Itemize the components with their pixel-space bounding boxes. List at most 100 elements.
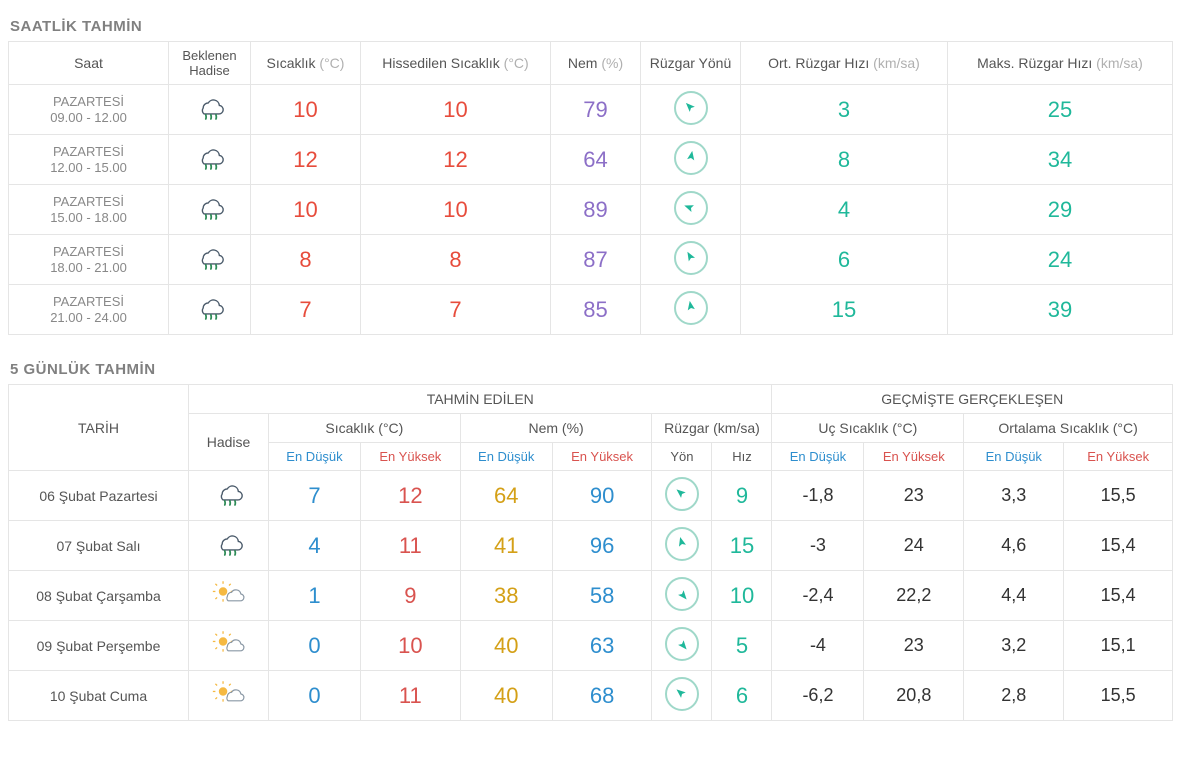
temp-high: 9 bbox=[404, 583, 416, 608]
grp-gecmis: GEÇMİŞTE GERÇEKLEŞEN bbox=[772, 385, 1173, 414]
col-tlow: En Düşük bbox=[269, 443, 361, 471]
col-avlow: En Düşük bbox=[964, 443, 1064, 471]
sun-cloud-icon bbox=[212, 581, 246, 607]
col-hiz: Hız bbox=[712, 443, 772, 471]
extreme-low: -6,2 bbox=[802, 685, 833, 705]
max-wind-value: 29 bbox=[1048, 197, 1072, 222]
col-ort-ruzgar: Ort. Rüzgar Hızı (km/sa) bbox=[741, 42, 948, 85]
hum-high: 58 bbox=[590, 583, 614, 608]
extreme-low: -4 bbox=[810, 635, 826, 655]
temp-low: 0 bbox=[308, 683, 320, 708]
temp-high: 10 bbox=[398, 633, 422, 658]
temp-low: 0 bbox=[308, 633, 320, 658]
col-hhigh: En Yüksek bbox=[552, 443, 652, 471]
avg-wind-value: 8 bbox=[838, 147, 850, 172]
wind-direction-icon bbox=[665, 677, 699, 711]
avg-wind-value: 4 bbox=[838, 197, 850, 222]
avg-low: 2,8 bbox=[1001, 685, 1026, 705]
feels-value: 7 bbox=[449, 297, 461, 322]
hum-high: 68 bbox=[590, 683, 614, 708]
avg-high: 15,5 bbox=[1101, 485, 1136, 505]
wind-speed: 6 bbox=[736, 683, 748, 708]
wind-direction-icon bbox=[674, 241, 708, 275]
feels-value: 8 bbox=[449, 247, 461, 272]
cloud-rain-icon bbox=[193, 195, 227, 221]
wind-speed: 10 bbox=[730, 583, 754, 608]
wind-direction-icon bbox=[674, 191, 708, 225]
date-label: 10 Şubat Cuma bbox=[50, 688, 147, 704]
col-nem: Nem (%) bbox=[551, 42, 641, 85]
extreme-high: 24 bbox=[904, 535, 924, 555]
grp-ruzgar: Rüzgar (km/sa) bbox=[652, 414, 772, 443]
wind-speed: 15 bbox=[730, 533, 754, 558]
col-hissedilen: Hissedilen Sıcaklık (°C) bbox=[361, 42, 551, 85]
hum-low: 40 bbox=[494, 683, 518, 708]
hourly-row: PAZARTESİ 12.00 - 15.00 12 12 64 8 34 bbox=[9, 135, 1173, 185]
wind-speed: 5 bbox=[736, 633, 748, 658]
temp-low: 1 bbox=[308, 583, 320, 608]
time-label: PAZARTESİ 21.00 - 24.00 bbox=[13, 294, 164, 325]
cloud-rain-icon bbox=[212, 481, 246, 507]
daily-row: 06 Şubat Pazartesi 7 12 64 90 9 -1,8 23 … bbox=[9, 471, 1173, 521]
avg-low: 3,3 bbox=[1001, 485, 1026, 505]
temp-low: 4 bbox=[308, 533, 320, 558]
feels-value: 12 bbox=[443, 147, 467, 172]
extreme-high: 23 bbox=[904, 635, 924, 655]
hum-high: 96 bbox=[590, 533, 614, 558]
hum-low: 40 bbox=[494, 633, 518, 658]
extreme-high: 22,2 bbox=[896, 585, 931, 605]
daily-table: TARİH TAHMİN EDİLEN GEÇMİŞTE GERÇEKLEŞEN… bbox=[8, 384, 1173, 721]
daily-row: 09 Şubat Perşembe 0 10 40 63 5 -4 23 3,2… bbox=[9, 621, 1173, 671]
cloud-rain-icon bbox=[212, 531, 246, 557]
cloud-rain-icon bbox=[193, 145, 227, 171]
hourly-row: PAZARTESİ 09.00 - 12.00 10 10 79 3 25 bbox=[9, 85, 1173, 135]
time-label: PAZARTESİ 18.00 - 21.00 bbox=[13, 244, 164, 275]
date-label: 07 Şubat Salı bbox=[56, 538, 140, 554]
temp-value: 10 bbox=[293, 197, 317, 222]
col-sicaklik: Sıcaklık (°C) bbox=[251, 42, 361, 85]
humidity-value: 79 bbox=[583, 97, 607, 122]
cloud-rain-icon bbox=[193, 295, 227, 321]
daily-row: 08 Şubat Çarşamba 1 9 38 58 10 -2,4 22,2… bbox=[9, 571, 1173, 621]
humidity-value: 89 bbox=[583, 197, 607, 222]
wind-direction-icon bbox=[665, 627, 699, 661]
max-wind-value: 24 bbox=[1048, 247, 1072, 272]
wind-direction-icon bbox=[674, 91, 708, 125]
col-exlow: En Düşük bbox=[772, 443, 864, 471]
avg-low: 4,6 bbox=[1001, 535, 1026, 555]
hum-high: 63 bbox=[590, 633, 614, 658]
col-avhigh: En Yüksek bbox=[1064, 443, 1173, 471]
hum-high: 90 bbox=[590, 483, 614, 508]
daily-title: 5 GÜNLÜK TAHMİN bbox=[10, 361, 1173, 378]
temp-value: 8 bbox=[299, 247, 311, 272]
humidity-value: 87 bbox=[583, 247, 607, 272]
hourly-title: SAATLİK TAHMİN bbox=[10, 18, 1173, 35]
grp-ort-sicaklik: Ortalama Sıcaklık (°C) bbox=[964, 414, 1173, 443]
grp-sicaklik: Sıcaklık (°C) bbox=[269, 414, 461, 443]
max-wind-value: 25 bbox=[1048, 97, 1072, 122]
temp-value: 7 bbox=[299, 297, 311, 322]
col-yon: Yön bbox=[652, 443, 712, 471]
feels-value: 10 bbox=[443, 97, 467, 122]
grp-uc-sicaklik: Uç Sıcaklık (°C) bbox=[772, 414, 964, 443]
extreme-high: 23 bbox=[904, 485, 924, 505]
grp-tahmin: TAHMİN EDİLEN bbox=[189, 385, 772, 414]
avg-high: 15,1 bbox=[1101, 635, 1136, 655]
wind-direction-icon bbox=[665, 577, 699, 611]
wind-direction-icon bbox=[674, 291, 708, 325]
sun-cloud-icon bbox=[212, 631, 246, 657]
col-thigh: En Yüksek bbox=[360, 443, 460, 471]
extreme-low: -1,8 bbox=[802, 485, 833, 505]
col-maks-ruzgar: Maks. Rüzgar Hızı (km/sa) bbox=[947, 42, 1172, 85]
col-hadise: Beklenen Hadise bbox=[169, 42, 251, 85]
wind-direction-icon bbox=[665, 527, 699, 561]
extreme-high: 20,8 bbox=[896, 685, 931, 705]
avg-low: 3,2 bbox=[1001, 635, 1026, 655]
temp-high: 12 bbox=[398, 483, 422, 508]
grp-nem: Nem (%) bbox=[460, 414, 652, 443]
feels-value: 10 bbox=[443, 197, 467, 222]
wind-direction-icon bbox=[665, 477, 699, 511]
col-hlow: En Düşük bbox=[460, 443, 552, 471]
extreme-low: -3 bbox=[810, 535, 826, 555]
cloud-rain-icon bbox=[193, 245, 227, 271]
